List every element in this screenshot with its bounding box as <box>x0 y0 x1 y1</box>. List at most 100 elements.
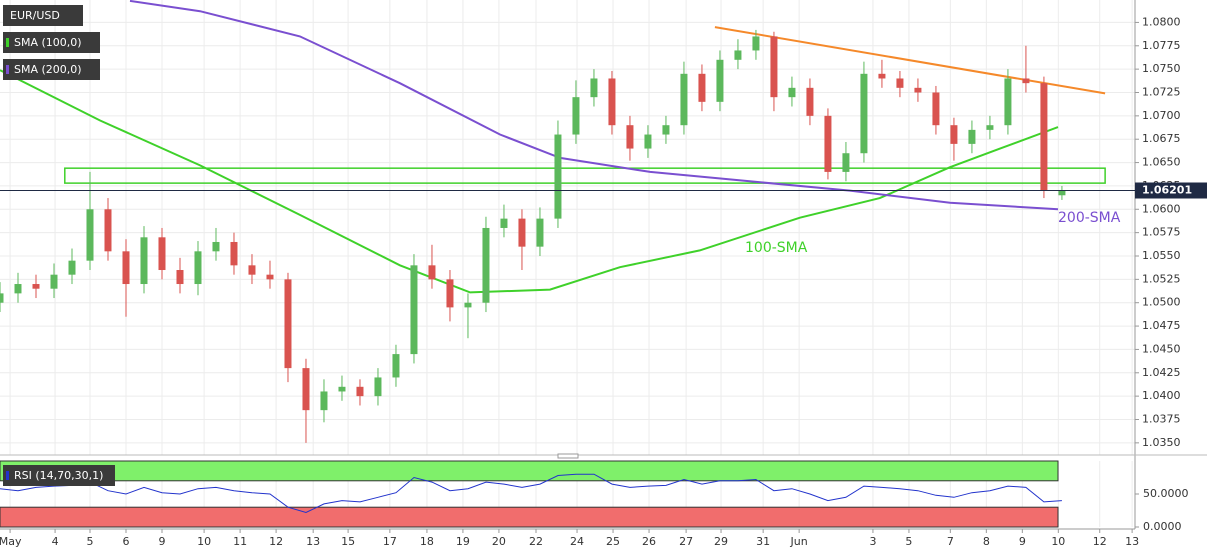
symbol: EUR/USD <box>10 9 60 22</box>
x-tick-label: 24 <box>570 535 584 548</box>
candle-body <box>482 227 490 303</box>
candle-body <box>608 78 616 126</box>
candle-body <box>806 87 814 116</box>
x-tick-label: 5 <box>905 535 912 548</box>
candle-body <box>824 115 832 172</box>
y-tick-label: 1.0650 <box>1142 156 1181 169</box>
y-tick-label: 1.0425 <box>1142 366 1181 379</box>
trendline <box>714 26 1106 95</box>
y-tick-label: 50.0000 <box>1143 487 1189 500</box>
zone <box>64 167 1106 184</box>
x-tick-label: 31 <box>756 535 770 548</box>
sma200-tag: SMA (200,0) <box>3 59 100 80</box>
y-tick-label: 1.0750 <box>1142 62 1181 75</box>
candle-body <box>734 50 742 60</box>
candle-body <box>554 134 562 219</box>
candle-body <box>644 134 652 149</box>
candle-body <box>104 209 112 252</box>
x-tick-label: 13 <box>1125 535 1139 548</box>
y-tick-label: 1.0575 <box>1142 226 1181 239</box>
candle-body <box>698 73 706 102</box>
x-tick-label: 15 <box>341 535 355 548</box>
y-tick-label: 1.0475 <box>1142 319 1181 332</box>
candle-body <box>428 265 436 280</box>
sma200-annotation: 200-SMA <box>1058 210 1121 226</box>
x-tick-label: 4 <box>52 535 59 548</box>
candle-body <box>914 87 922 93</box>
candle-body <box>86 209 94 261</box>
candle-body <box>68 260 76 275</box>
candle-body <box>212 241 220 252</box>
x-tick-label: 5 <box>86 535 93 548</box>
candle-body <box>770 36 778 98</box>
candle-body <box>968 129 976 144</box>
candle-body <box>338 386 346 392</box>
candle-body <box>986 125 994 130</box>
y-tick-label: 1.0675 <box>1142 132 1181 145</box>
price-tag <box>1135 182 1207 199</box>
candle-body <box>1004 78 1012 126</box>
panel-handle <box>557 453 579 459</box>
candle-body <box>410 265 418 355</box>
candle-body <box>374 377 382 397</box>
candle-body <box>32 284 40 289</box>
candle-body <box>572 97 580 135</box>
y-tick-label: 1.0600 <box>1142 202 1181 215</box>
x-tick-label: 10 <box>197 535 211 548</box>
candle-body <box>464 302 472 308</box>
candle-body <box>14 284 22 294</box>
candle-body <box>0 293 4 303</box>
candle-body <box>176 270 184 285</box>
candle-body <box>680 73 688 126</box>
candle-body <box>230 241 238 266</box>
candle-body <box>302 368 310 411</box>
x-tick-label: 20 <box>492 535 506 548</box>
y-tick-label: 1.0775 <box>1142 39 1181 52</box>
candle-body <box>590 78 598 98</box>
candle-body <box>266 274 274 280</box>
x-tick-label: 26 <box>642 535 656 548</box>
x-tick-label: 18 <box>420 535 434 548</box>
x-tick-label: 13 <box>306 535 320 548</box>
candle-body <box>50 274 58 289</box>
candle-body <box>518 218 526 247</box>
rsi-label: RSI (14,70,30,1) <box>14 469 103 482</box>
candle-body <box>716 59 724 102</box>
candle-body <box>194 251 202 285</box>
candle-body <box>284 279 292 369</box>
y-tick-label: 1.0800 <box>1142 15 1181 28</box>
x-tick-label: 25 <box>606 535 620 548</box>
candle-body <box>122 251 130 285</box>
y-tick-label: 1.0350 <box>1142 436 1181 449</box>
candle-body <box>896 78 904 88</box>
x-tick-label: 12 <box>1093 535 1107 548</box>
candle-body <box>1058 190 1066 196</box>
candle-body <box>1040 83 1048 191</box>
candle-body <box>932 92 940 126</box>
candle-body <box>662 125 670 135</box>
candle-body <box>446 279 454 308</box>
y-tick-label: 1.0400 <box>1142 389 1181 402</box>
x-tick-label: 3 <box>869 535 876 548</box>
candle-body <box>1022 78 1030 84</box>
candle-body <box>392 354 400 378</box>
y-tick-label: 1.0725 <box>1142 85 1181 98</box>
x-tick-label: 8 <box>983 535 990 548</box>
y-tick-label: 1.0450 <box>1142 342 1181 355</box>
y-tick-label: 1.0550 <box>1142 249 1181 262</box>
legend-entry: SMA (200,0) <box>14 63 82 76</box>
candle-body <box>950 125 958 144</box>
x-tick-label: 17 <box>383 535 397 548</box>
candle-body <box>356 386 364 397</box>
candle-body <box>248 265 256 275</box>
candle-body <box>626 125 634 149</box>
candle-body <box>536 218 544 247</box>
candle-body <box>860 73 868 154</box>
rsi-line <box>0 473 1062 514</box>
x-tick-label: 27 <box>679 535 693 548</box>
price-label: 1.06201 <box>1142 184 1192 197</box>
y-tick-label: 1.0525 <box>1142 272 1181 285</box>
x-tick-label: 29 <box>714 535 728 548</box>
x-tick-label: 9 <box>158 535 165 548</box>
